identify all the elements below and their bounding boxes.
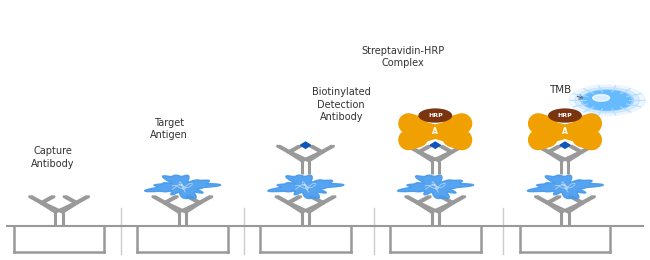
Circle shape xyxy=(569,85,645,116)
Polygon shape xyxy=(268,175,344,199)
Polygon shape xyxy=(430,142,440,148)
Text: A: A xyxy=(432,127,438,136)
Polygon shape xyxy=(300,142,311,148)
Polygon shape xyxy=(560,142,570,148)
Text: TMB: TMB xyxy=(549,85,571,95)
Text: Streptavidin-HRP
Complex: Streptavidin-HRP Complex xyxy=(361,46,445,68)
Text: Target
Antigen: Target Antigen xyxy=(150,118,188,140)
Circle shape xyxy=(580,90,634,111)
Circle shape xyxy=(593,95,610,101)
Text: A: A xyxy=(562,127,568,136)
Text: Biotinylated
Detection
Antibody: Biotinylated Detection Antibody xyxy=(312,87,370,122)
Circle shape xyxy=(583,91,631,110)
Polygon shape xyxy=(145,175,220,199)
Circle shape xyxy=(419,109,452,122)
Polygon shape xyxy=(527,175,603,199)
Polygon shape xyxy=(398,175,473,199)
Text: HRP: HRP xyxy=(558,113,573,118)
Text: Capture
Antibody: Capture Antibody xyxy=(31,146,74,169)
Circle shape xyxy=(549,109,581,122)
Circle shape xyxy=(575,87,640,113)
Text: HRP: HRP xyxy=(428,113,443,118)
